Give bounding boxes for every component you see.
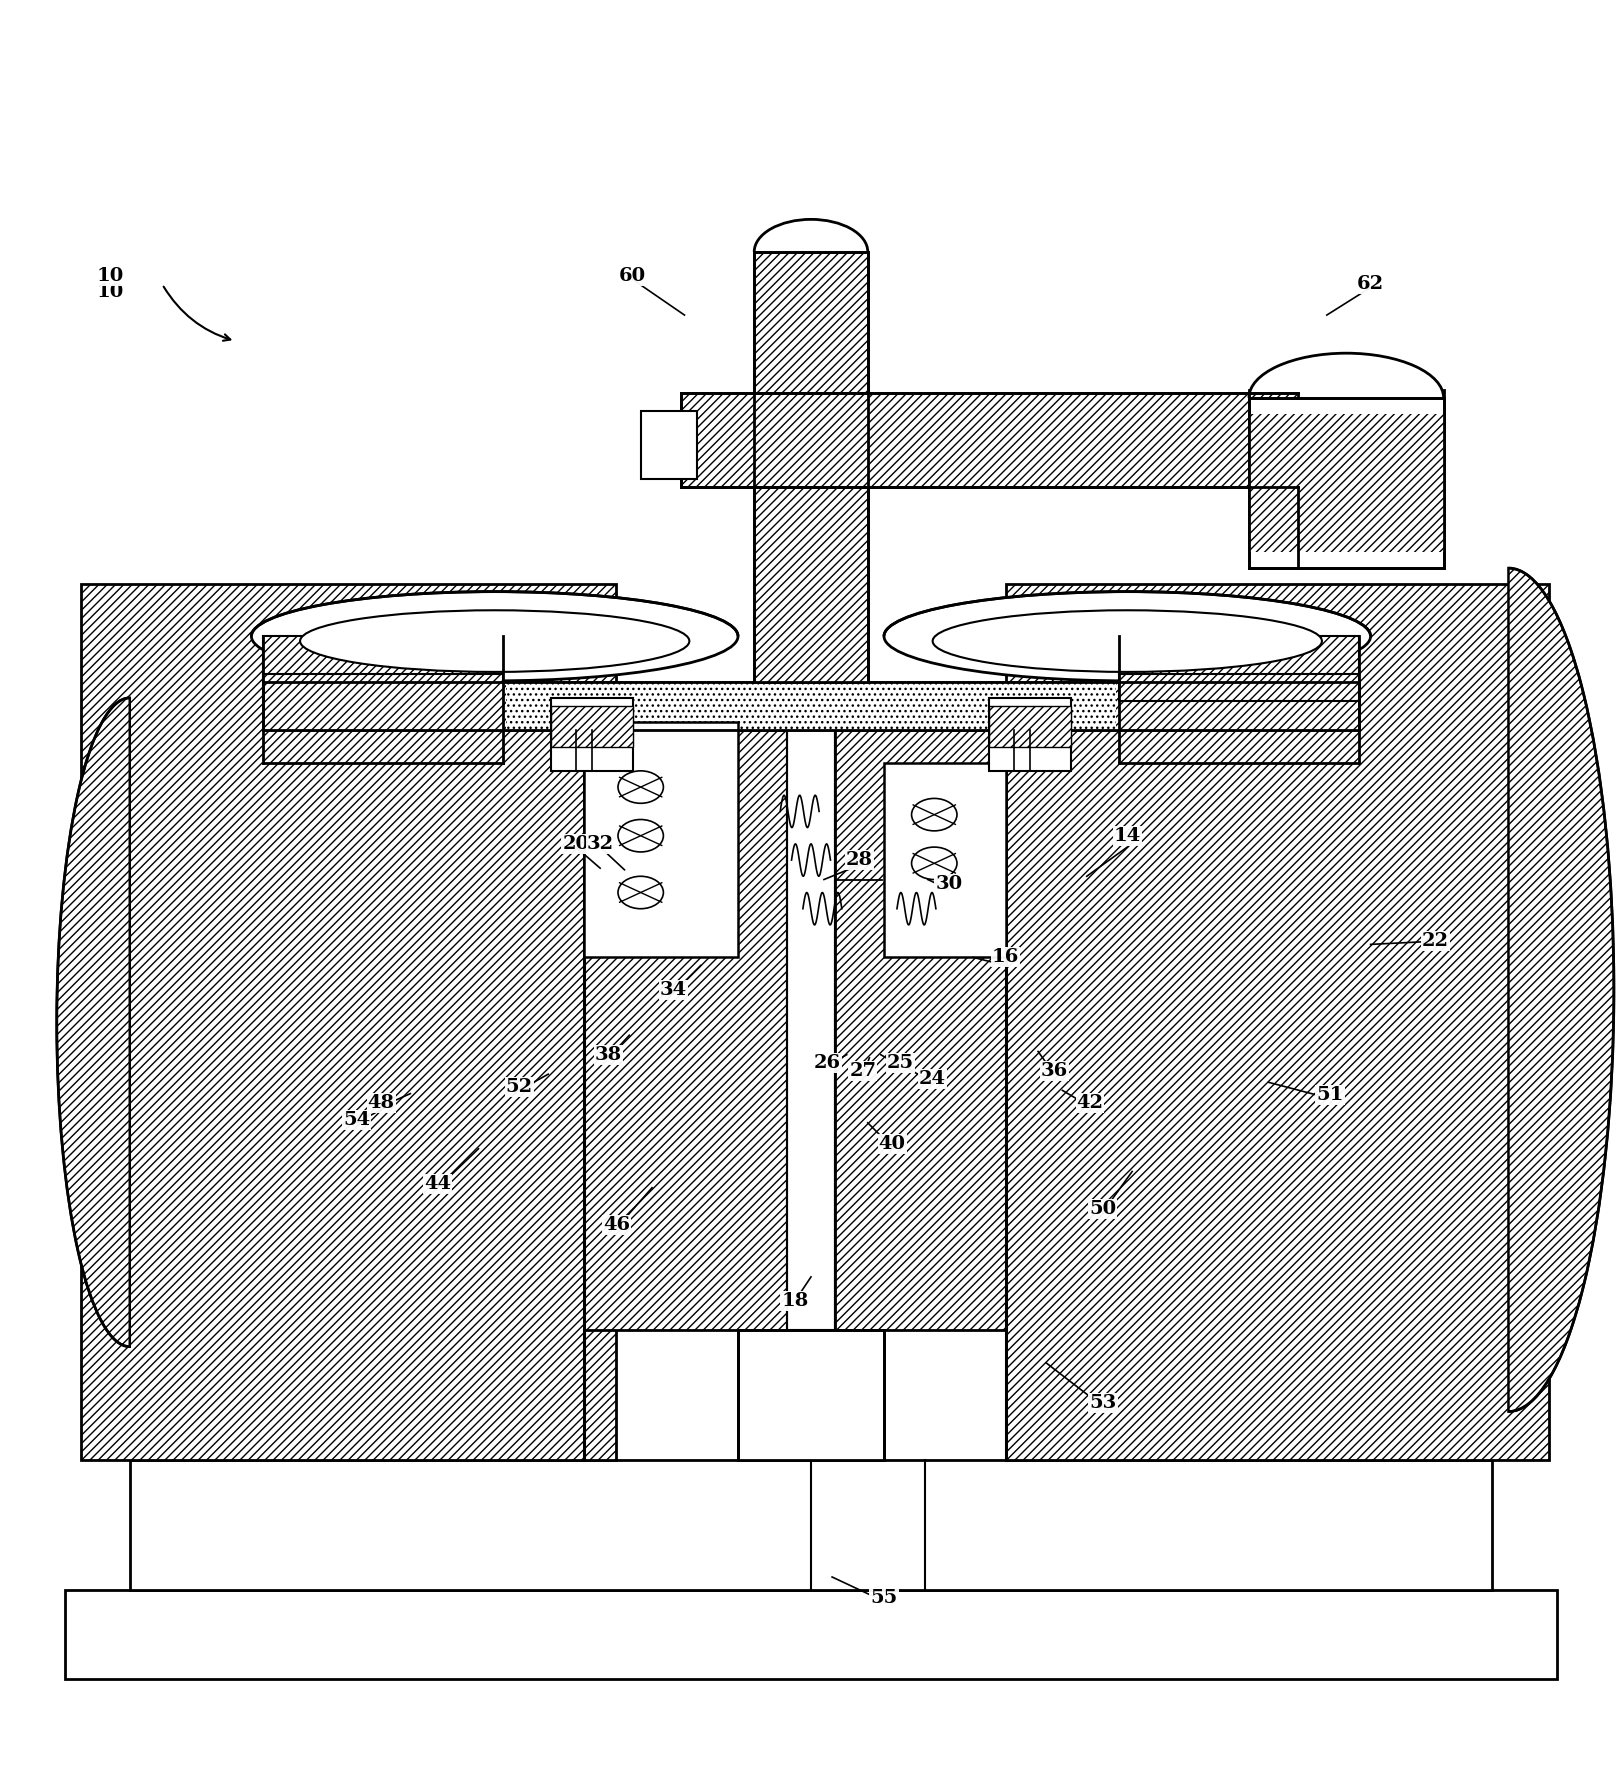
Bar	[551, 707, 633, 746]
Bar	[584, 723, 738, 957]
Text: 54: 54	[344, 1110, 370, 1128]
Text: 36: 36	[1041, 1062, 1067, 1080]
Text: 32: 32	[587, 835, 613, 853]
Bar	[130, 1460, 1492, 1590]
Text: 53: 53	[1090, 1394, 1116, 1412]
Text: 16: 16	[993, 948, 1019, 966]
Bar	[263, 635, 503, 702]
Ellipse shape	[618, 876, 663, 909]
Bar	[835, 730, 1006, 1330]
Ellipse shape	[912, 848, 957, 880]
Bar	[681, 393, 1298, 487]
Text: 44: 44	[425, 1176, 451, 1194]
Text: 25: 25	[887, 1053, 913, 1071]
Text: 42: 42	[1077, 1094, 1103, 1112]
Text: 10: 10	[97, 268, 123, 286]
Ellipse shape	[912, 798, 957, 830]
Bar	[989, 707, 1071, 746]
Text: 62: 62	[1358, 275, 1384, 293]
Bar	[738, 1330, 884, 1460]
Bar	[1249, 414, 1444, 552]
Text: 24: 24	[920, 1069, 946, 1089]
Bar	[641, 411, 697, 478]
Text: 55: 55	[871, 1589, 897, 1606]
Bar	[1249, 398, 1444, 568]
Text: 26: 26	[814, 1053, 840, 1071]
Bar	[1119, 635, 1359, 702]
Ellipse shape	[618, 771, 663, 803]
Text: 30: 30	[936, 875, 962, 892]
Text: 40: 40	[879, 1135, 905, 1153]
Bar	[263, 682, 506, 730]
Ellipse shape	[618, 819, 663, 851]
Ellipse shape	[300, 610, 689, 671]
Bar	[263, 682, 1359, 730]
Polygon shape	[1508, 568, 1614, 1412]
Bar	[884, 762, 1006, 957]
Text: 38: 38	[595, 1046, 621, 1064]
Text: 18: 18	[782, 1292, 808, 1310]
Text: 27: 27	[850, 1062, 876, 1080]
Text: 20: 20	[563, 835, 589, 853]
Text: 28: 28	[847, 851, 873, 869]
Text: 48: 48	[368, 1094, 394, 1112]
Text: 14: 14	[1114, 826, 1140, 844]
Ellipse shape	[251, 591, 738, 680]
Text: 10: 10	[97, 284, 123, 302]
Text: 51: 51	[1317, 1087, 1343, 1105]
Bar	[1116, 682, 1359, 730]
Bar	[1006, 584, 1549, 1460]
Text: 52: 52	[506, 1078, 532, 1096]
Text: 60: 60	[620, 268, 646, 286]
Bar	[754, 252, 868, 682]
Bar	[787, 730, 835, 1330]
Ellipse shape	[884, 591, 1371, 680]
Polygon shape	[57, 698, 130, 1346]
Text: 46: 46	[603, 1216, 629, 1233]
Bar	[263, 682, 1359, 730]
Bar	[584, 730, 787, 1330]
Bar	[81, 584, 616, 1460]
Text: 50: 50	[1090, 1200, 1116, 1217]
Text: 22: 22	[1422, 932, 1448, 950]
Bar	[551, 698, 633, 771]
Text: 34: 34	[660, 980, 686, 1000]
Bar	[989, 698, 1071, 771]
Bar	[65, 1590, 1557, 1680]
Ellipse shape	[933, 610, 1322, 671]
